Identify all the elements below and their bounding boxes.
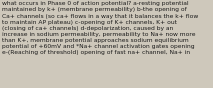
- Text: what occurs in Phase 0 of action potential? a-resting potential
maintained by k+: what occurs in Phase 0 of action potenti…: [2, 1, 198, 55]
